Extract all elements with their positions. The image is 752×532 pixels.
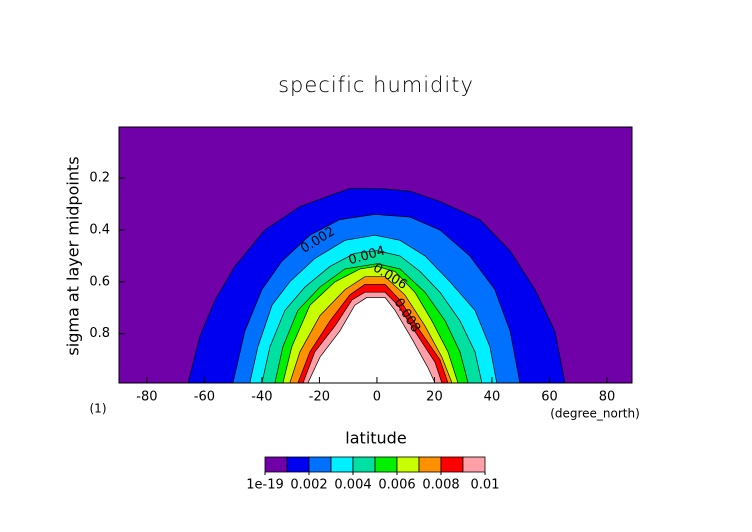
colorbar-swatch	[264, 456, 288, 473]
colorbar-swatch	[374, 456, 398, 473]
y-units: (1)	[90, 402, 107, 416]
colorbar-swatch	[308, 456, 332, 473]
colorbar-label: 0.002	[290, 478, 327, 493]
colorbar-label: 0.01	[471, 478, 500, 493]
x-tick-label: -80	[136, 390, 157, 405]
colorbar-label: 1e-19	[246, 478, 284, 493]
x-tick-label: 20	[426, 390, 443, 405]
x-units: (degree_north)	[550, 407, 640, 421]
plot-frame	[118, 126, 633, 384]
x-tick-label: 60	[541, 390, 558, 405]
colorbar-swatch	[396, 456, 420, 473]
y-tick-label: 0.6	[89, 274, 110, 289]
x-tick-label: 0	[373, 390, 381, 405]
colorbar-label: 0.008	[422, 478, 459, 493]
colorbar-label: 0.006	[378, 478, 415, 493]
colorbar-swatch	[352, 456, 376, 473]
colorbar-swatch	[330, 456, 354, 473]
colorbar-swatch	[418, 456, 442, 473]
colorbar-swatch	[462, 456, 486, 473]
contour-fill	[307, 297, 436, 383]
x-tick-label: 80	[599, 390, 616, 405]
x-tick-label: 40	[484, 390, 501, 405]
y-axis-title: sigma at layer midpoints	[64, 156, 83, 355]
y-tick-label: 0.2	[89, 171, 110, 186]
y-tick-label: 0.8	[89, 326, 110, 341]
colorbar-label: 0.004	[334, 478, 371, 493]
x-tick-label: -40	[251, 390, 272, 405]
x-tick-label: -20	[309, 390, 330, 405]
colorbar-swatch	[440, 456, 464, 473]
x-axis-title: latitude	[345, 429, 406, 448]
y-tick-label: 0.4	[89, 222, 110, 237]
x-tick-label: -60	[194, 390, 215, 405]
colorbar-swatch	[286, 456, 310, 473]
chart-title: specific humidity	[278, 73, 474, 97]
